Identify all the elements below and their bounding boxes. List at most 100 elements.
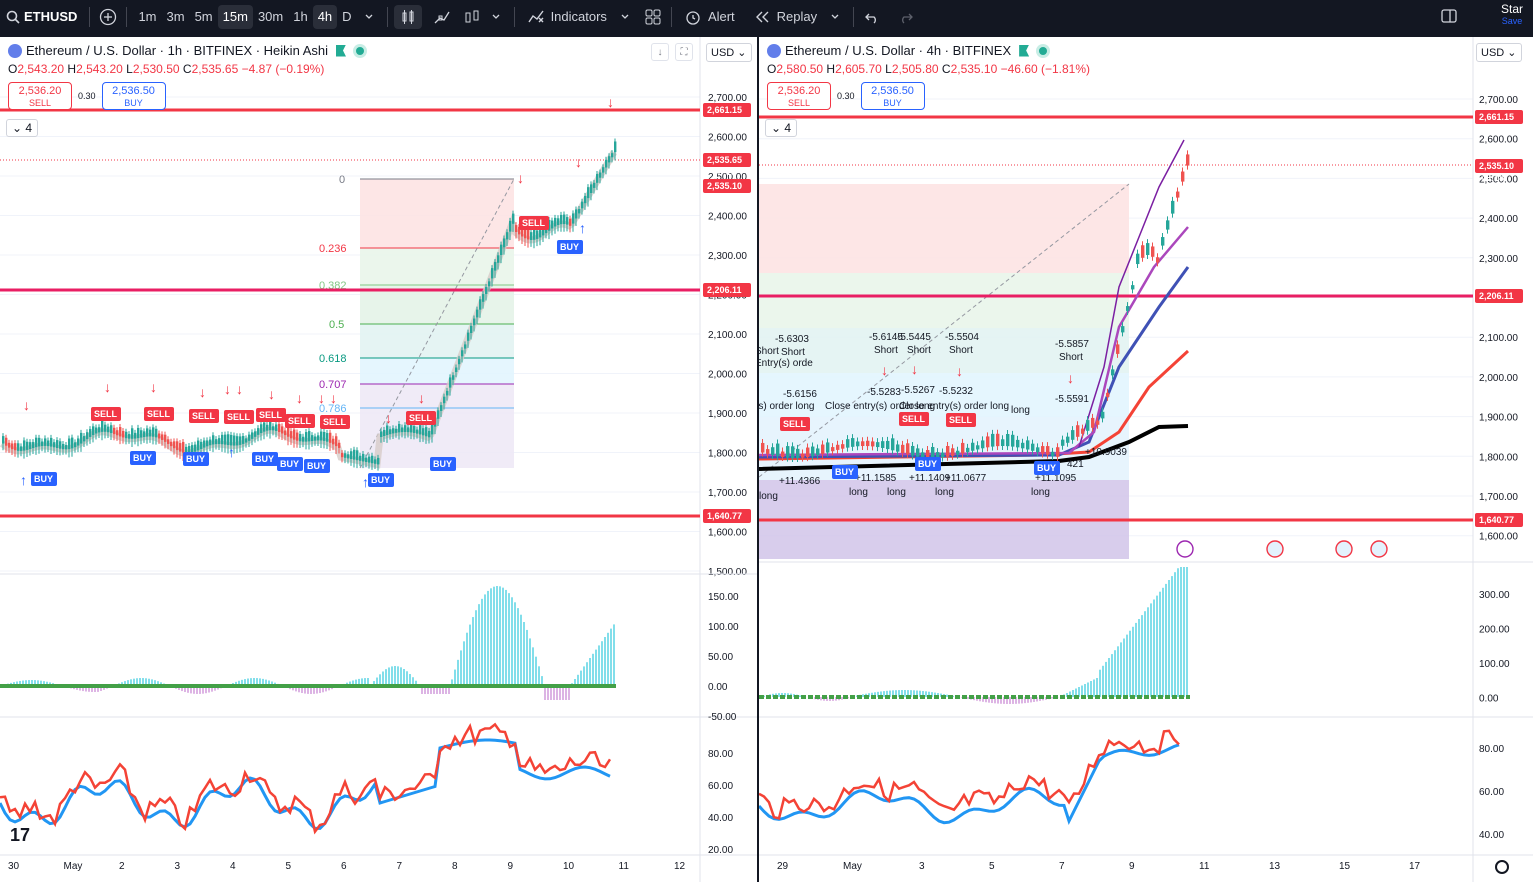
candle-body bbox=[416, 430, 418, 434]
indicator-toggle[interactable]: ⌄ 4 bbox=[6, 119, 38, 137]
candle-body bbox=[856, 441, 859, 446]
candle-body bbox=[320, 432, 322, 441]
candle-body bbox=[1076, 425, 1079, 437]
buy-button[interactable]: 2,536.50 BUY bbox=[861, 82, 925, 110]
candle-body bbox=[1151, 246, 1154, 256]
left-chart-canvas[interactable]: 2,700.00 2,600.00 2,500.00 2,400.00 2,300.00… bbox=[0, 37, 757, 882]
candle-body bbox=[527, 229, 529, 239]
indicators-button[interactable]: Indicators bbox=[521, 0, 613, 33]
spread-value: 0.30 bbox=[78, 91, 96, 101]
candle-body bbox=[911, 446, 914, 456]
left-legend-title[interactable]: Ethereum / U.S. Dollar · 1h · BITFINEX ·… bbox=[26, 43, 328, 58]
chart-type-dropdown-icon[interactable] bbox=[484, 5, 508, 29]
candle-body bbox=[976, 445, 979, 449]
flag-icon[interactable] bbox=[336, 45, 346, 57]
currency-selector[interactable]: USD ⌄ bbox=[1476, 43, 1522, 62]
flag-icon[interactable] bbox=[1019, 45, 1029, 57]
candle-body bbox=[422, 428, 424, 435]
undo-icon[interactable] bbox=[860, 5, 884, 29]
maximize-icon[interactable]: ⛶ bbox=[675, 43, 693, 61]
timeframe-15m[interactable]: 15m bbox=[218, 5, 253, 29]
chart-pane-right[interactable]: 2,700.00 2,600.00 2,500.00 2,400.00 2,300.00… bbox=[759, 37, 1533, 882]
symbol-search[interactable]: ETHUSD bbox=[0, 0, 83, 33]
alarm-clock-icon bbox=[684, 8, 702, 26]
timeframe-1m[interactable]: 1m bbox=[133, 5, 161, 29]
replay-dropdown-icon[interactable] bbox=[823, 5, 847, 29]
candle-body bbox=[389, 429, 391, 434]
sell-signal-label: SELL bbox=[409, 413, 433, 423]
chart-style-icon[interactable] bbox=[430, 5, 454, 29]
candle-body bbox=[77, 438, 79, 445]
down-arrow-icon: ↓ bbox=[224, 381, 231, 397]
candle-body bbox=[452, 375, 454, 380]
currency-selector[interactable]: USD ⌄ bbox=[706, 43, 752, 62]
candle-body bbox=[440, 405, 442, 411]
candle-body bbox=[359, 456, 361, 461]
price-tag-top: 2,661.15 bbox=[707, 105, 742, 115]
bars-icon[interactable] bbox=[460, 5, 484, 29]
timeframe-1h[interactable]: 1h bbox=[288, 5, 312, 29]
candle-body bbox=[861, 441, 864, 446]
right-legend-title[interactable]: Ethereum / U.S. Dollar · 4h · BITFINEX bbox=[785, 43, 1011, 58]
timeframe-3m[interactable]: 3m bbox=[162, 5, 190, 29]
timeframe-d[interactable]: D bbox=[337, 5, 356, 29]
panel-toggle-icon[interactable] bbox=[1437, 4, 1461, 28]
candles-icon[interactable] bbox=[394, 5, 422, 29]
candle-body bbox=[155, 429, 157, 438]
strategy-annotation: +11.1585 bbox=[855, 473, 897, 484]
down-arrow-icon: ↓ bbox=[330, 390, 337, 406]
candle-body bbox=[431, 424, 433, 435]
chart-pane-left[interactable]: 2,700.00 2,600.00 2,500.00 2,400.00 2,300.00… bbox=[0, 37, 757, 882]
star-save[interactable]: Star Save bbox=[1501, 3, 1523, 26]
timeframe-5m[interactable]: 5m bbox=[190, 5, 218, 29]
buy-button[interactable]: 2,536.50 BUY bbox=[102, 82, 166, 110]
right-chart-canvas[interactable]: 2,700.00 2,600.00 2,500.00 2,400.00 2,300.00… bbox=[759, 37, 1533, 882]
settings-gear-icon[interactable] bbox=[1495, 860, 1509, 874]
up-arrow-icon: ↑ bbox=[579, 220, 586, 236]
candle-body bbox=[1056, 447, 1059, 457]
sell-button[interactable]: 2,536.20 SELL bbox=[767, 82, 831, 110]
candle-body bbox=[239, 436, 241, 444]
indicators-icon bbox=[527, 8, 545, 26]
candle-body bbox=[395, 429, 397, 433]
candle-body bbox=[53, 442, 55, 447]
price-tick-label: 1,900.00 bbox=[1479, 413, 1518, 424]
strategy-annotation: long bbox=[849, 487, 868, 498]
replay-button[interactable]: Replay bbox=[747, 0, 823, 33]
candle-body bbox=[119, 427, 121, 436]
indicators-label: Indicators bbox=[551, 9, 607, 24]
layout-grid-icon[interactable] bbox=[641, 5, 665, 29]
sell-button[interactable]: 2,536.20 SELL bbox=[8, 82, 72, 110]
fib-zone bbox=[759, 328, 1129, 373]
scroll-down-icon[interactable]: ↓ bbox=[651, 43, 669, 61]
fib-level-label: 0.618 bbox=[319, 353, 347, 365]
candle-body bbox=[302, 437, 304, 442]
candle-body bbox=[1121, 326, 1124, 332]
price-tick-label: 2,100.00 bbox=[1479, 333, 1518, 344]
indicator-toggle[interactable]: ⌄ 4 bbox=[765, 119, 797, 137]
candle-body bbox=[275, 424, 277, 431]
indicators-dropdown-icon[interactable] bbox=[613, 5, 637, 29]
timeframe-dropdown-icon[interactable] bbox=[357, 5, 381, 29]
candle-body bbox=[446, 391, 448, 396]
alert-button[interactable]: Alert bbox=[678, 0, 741, 33]
osc-tick-label: 100.00 bbox=[1479, 659, 1510, 670]
add-symbol-icon[interactable] bbox=[96, 5, 120, 29]
timeframe-4h[interactable]: 4h bbox=[313, 5, 337, 29]
candle-body bbox=[29, 442, 31, 449]
tradingview-logo[interactable]: 17 bbox=[10, 825, 30, 846]
candle-body bbox=[497, 255, 499, 262]
candle-body bbox=[1026, 440, 1029, 449]
time-tick-label: 7 bbox=[397, 861, 403, 872]
candle-body bbox=[158, 433, 160, 438]
candle-body bbox=[221, 435, 223, 444]
candle-body bbox=[1081, 429, 1084, 434]
redo-icon[interactable] bbox=[894, 5, 918, 29]
candle-body bbox=[1136, 254, 1139, 264]
candle-body bbox=[101, 421, 103, 432]
candle-body bbox=[614, 141, 616, 152]
buy-signal-label: BUY bbox=[371, 475, 390, 485]
candle-body bbox=[32, 442, 34, 448]
timeframe-30m[interactable]: 30m bbox=[253, 5, 288, 29]
candle-body bbox=[98, 427, 100, 432]
